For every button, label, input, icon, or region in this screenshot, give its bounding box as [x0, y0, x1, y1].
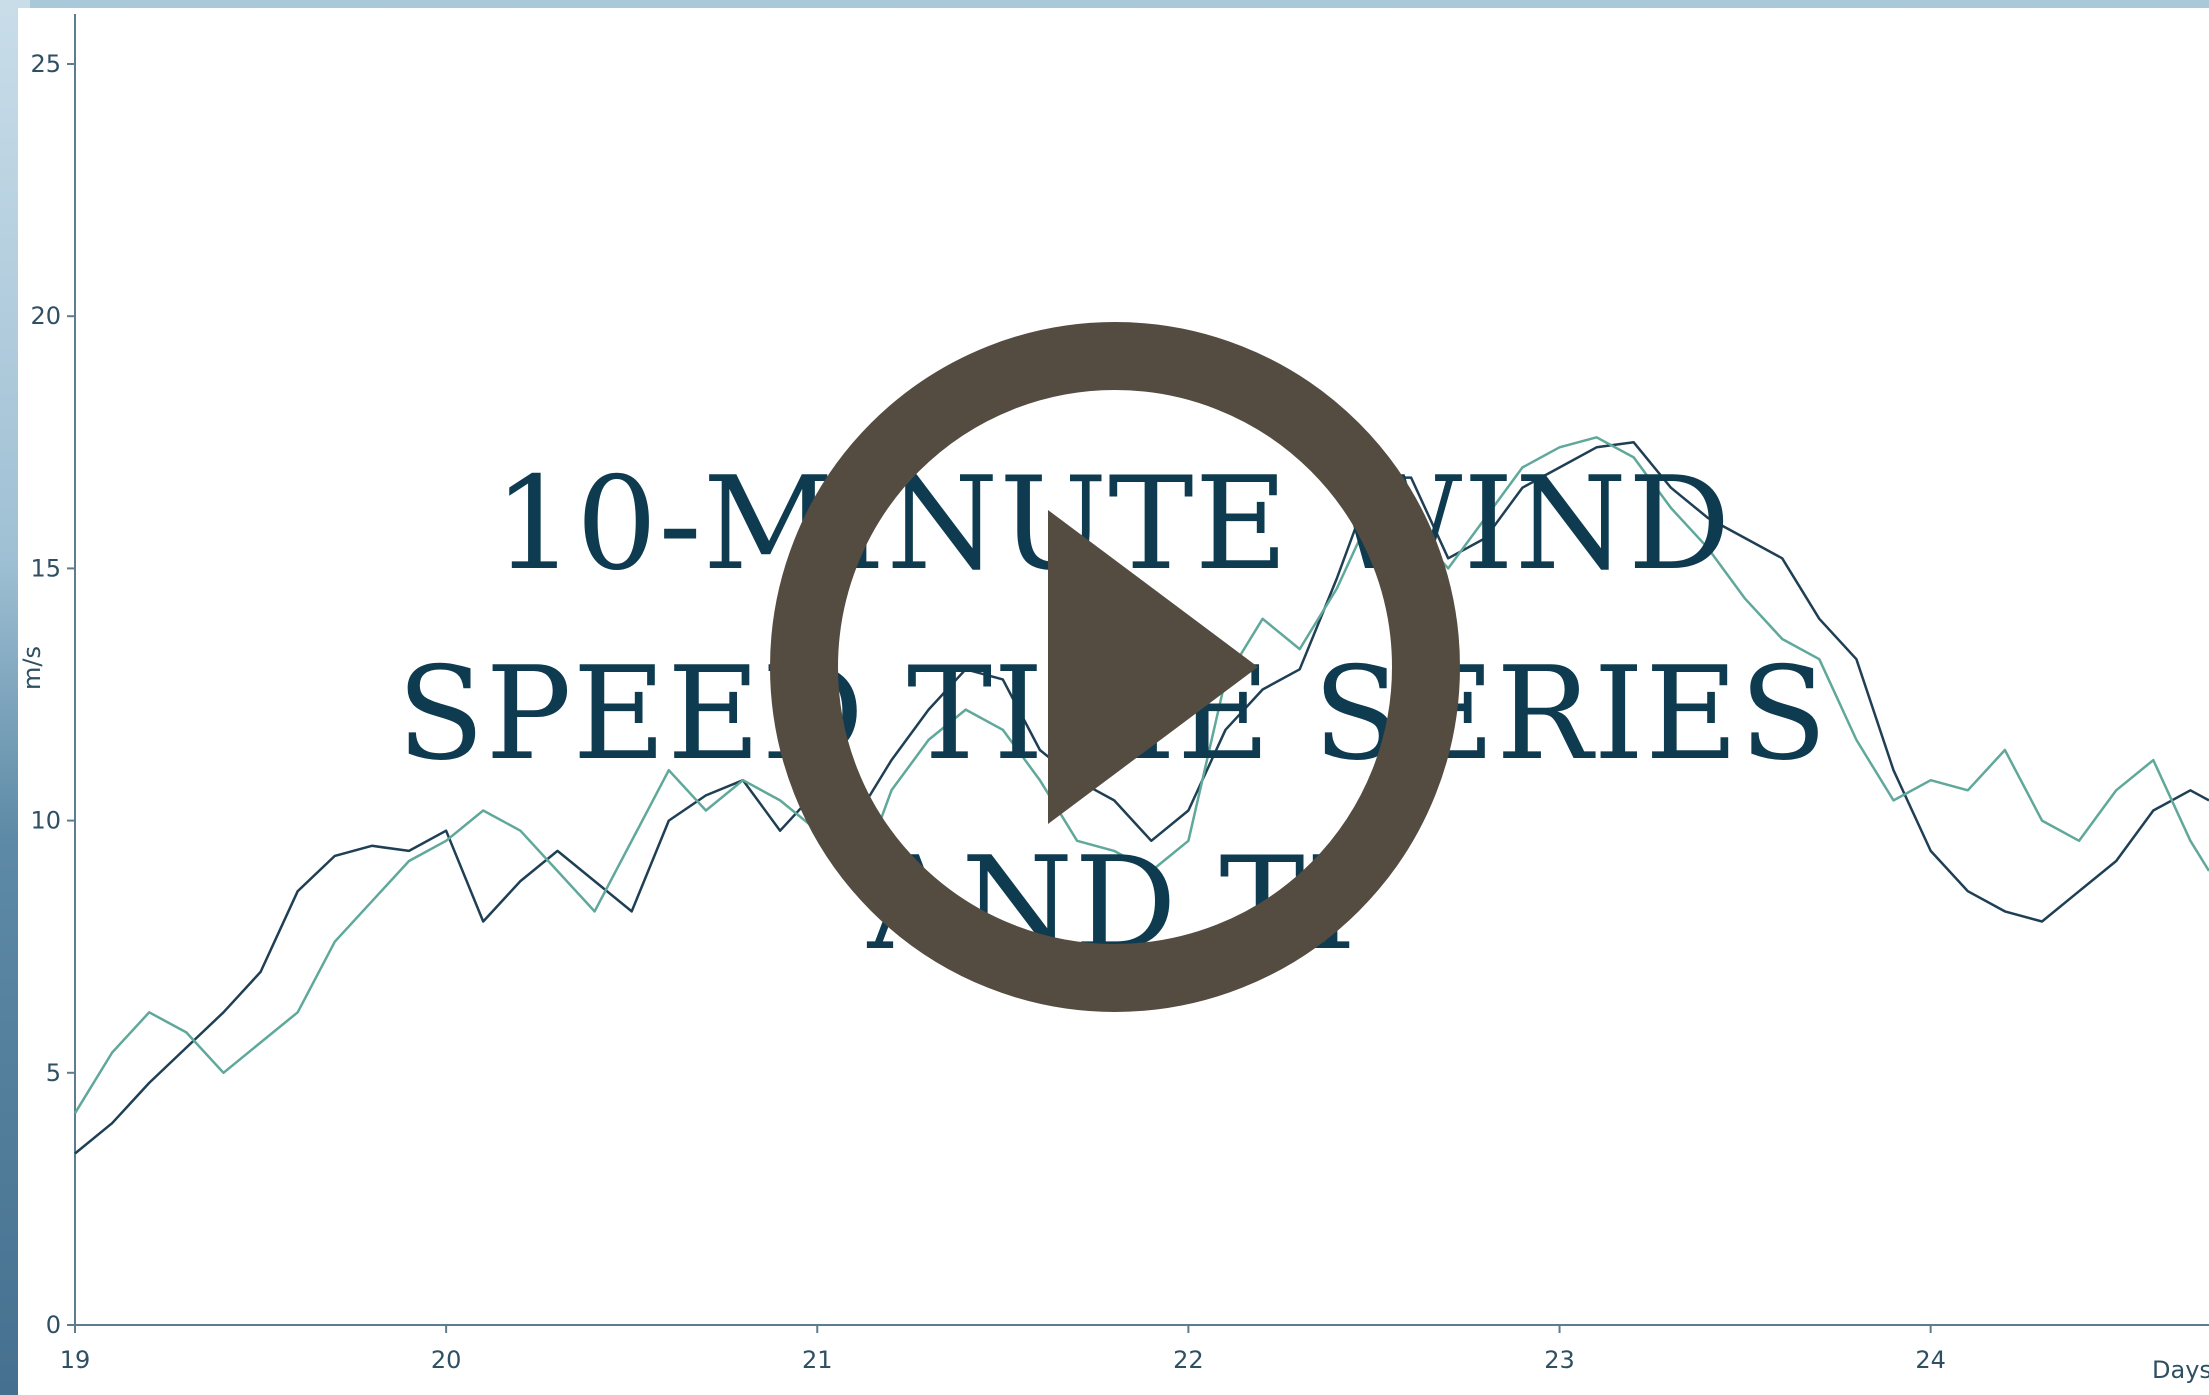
y-tick-label: 20	[30, 302, 61, 330]
x-tick-label: 19	[60, 1346, 91, 1374]
series-line-1	[74, 441, 2209, 1155]
y-tick-label: 25	[30, 50, 61, 78]
x-tick-label: 23	[1544, 1346, 1575, 1374]
y-tick-label: 5	[46, 1059, 61, 1087]
x-tick-label: 20	[431, 1346, 462, 1374]
x-tick-label: 24	[1915, 1346, 1946, 1374]
y-tick-label: 15	[30, 554, 61, 582]
y-tick-label: 0	[46, 1311, 61, 1339]
y-tick-label: 10	[30, 807, 61, 835]
y-ticks: 0 5 10 15 20 25	[30, 50, 75, 1339]
y-axis-label: m/s	[18, 646, 46, 690]
x-tick-label: 22	[1173, 1346, 1204, 1374]
series-group	[73, 436, 2209, 1155]
x-tick-label: 21	[802, 1346, 833, 1374]
series-line-2	[73, 436, 2209, 1114]
x-ticks: 19 20 21 22 23 24	[60, 1325, 1946, 1374]
play-button[interactable]	[770, 322, 1460, 1012]
play-circle-icon	[770, 322, 1460, 1012]
x-axis-label: Days	[2152, 1356, 2209, 1384]
